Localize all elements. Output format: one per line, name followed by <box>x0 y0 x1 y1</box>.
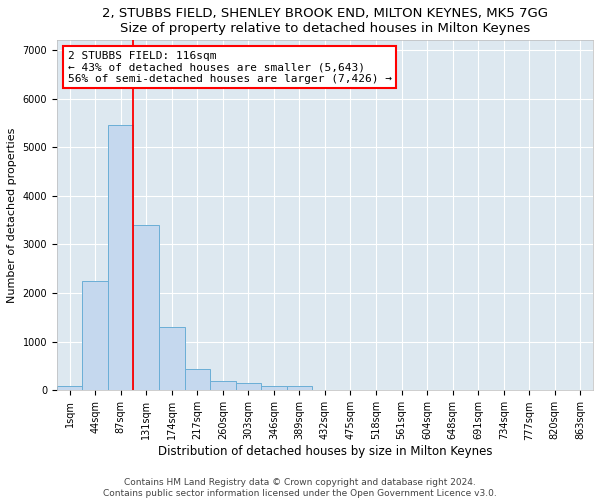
Bar <box>57 386 82 390</box>
Title: 2, STUBBS FIELD, SHENLEY BROOK END, MILTON KEYNES, MK5 7GG
Size of property rela: 2, STUBBS FIELD, SHENLEY BROOK END, MILT… <box>102 7 548 35</box>
Bar <box>261 386 287 390</box>
Text: Contains HM Land Registry data © Crown copyright and database right 2024.
Contai: Contains HM Land Registry data © Crown c… <box>103 478 497 498</box>
Bar <box>236 383 261 390</box>
Bar <box>185 370 210 390</box>
X-axis label: Distribution of detached houses by size in Milton Keynes: Distribution of detached houses by size … <box>158 445 492 458</box>
Y-axis label: Number of detached properties: Number of detached properties <box>7 128 17 303</box>
Bar <box>159 327 185 390</box>
Bar <box>108 126 133 390</box>
Bar <box>82 281 108 390</box>
Bar <box>133 225 159 390</box>
Bar <box>210 380 236 390</box>
Text: 2 STUBBS FIELD: 116sqm
← 43% of detached houses are smaller (5,643)
56% of semi-: 2 STUBBS FIELD: 116sqm ← 43% of detached… <box>68 51 392 84</box>
Bar <box>287 386 312 390</box>
